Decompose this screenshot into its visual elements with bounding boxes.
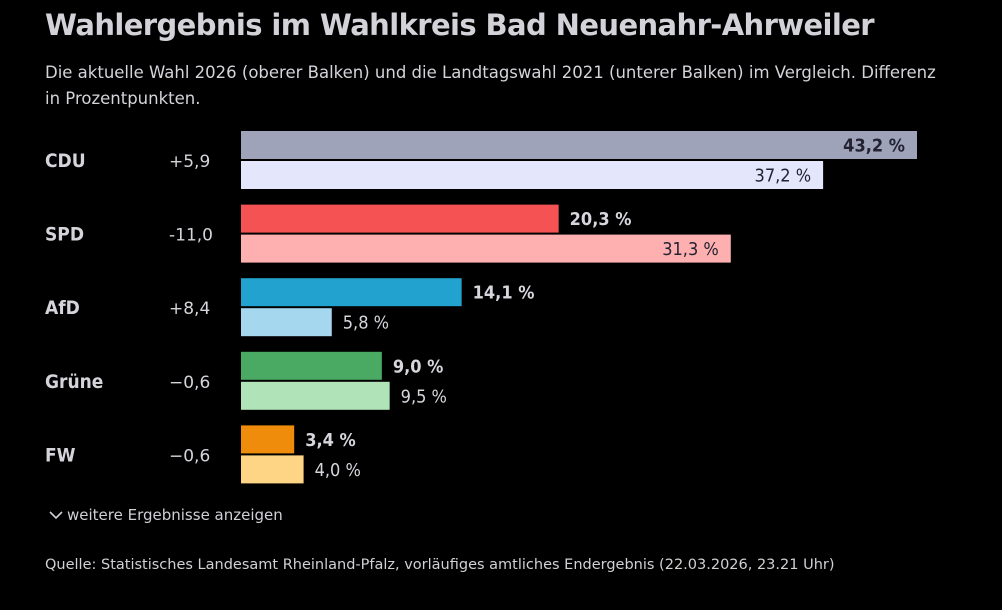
bar-grüne-previous: [241, 381, 390, 410]
value-label-fw-current: 3,4 %: [305, 430, 356, 451]
chart-title: Wahlergebnis im Wahlkreis Bad Neuenahr-A…: [45, 8, 875, 42]
value-label-grüne-previous: 9,5 %: [401, 386, 447, 407]
value-label-spd-current: 20,3 %: [570, 209, 632, 230]
party-label-cdu: CDU: [45, 150, 86, 172]
chart-subtitle: Die aktuelle Wahl 2026 (oberer Balken) u…: [45, 63, 936, 108]
difference-label-spd: -11,0: [169, 226, 213, 246]
value-label-fw-previous: 4,0 %: [315, 460, 361, 481]
more-results-label: weitere Ergebnisse anzeigen: [67, 506, 283, 524]
bar-spd-previous: [241, 234, 731, 263]
bar-afd-previous: [241, 308, 332, 337]
bar-afd-current: [241, 278, 462, 307]
difference-label-cdu: +5,9: [169, 152, 210, 172]
bar-cdu-previous: [241, 161, 824, 189]
difference-label-afd: +8,4: [169, 299, 210, 319]
value-label-spd-previous: 31,3 %: [662, 239, 719, 260]
value-label-afd-previous: 5,8 %: [343, 313, 389, 334]
party-label-spd: SPD: [45, 224, 84, 246]
bar-spd-current: [241, 204, 559, 233]
value-label-grüne-current: 9,0 %: [393, 356, 444, 377]
bar-chart: CDU +5,9 43,2 % 37,2 % SPD -11,0 20,3 % 31,3 % A…: [45, 131, 917, 484]
bar-grüne-current: [241, 351, 382, 380]
value-label-cdu-previous: 37,2 %: [755, 166, 812, 187]
chevron-down-icon: [49, 511, 63, 520]
bar-cdu-current: [241, 131, 917, 159]
party-label-afd: AfD: [45, 297, 80, 319]
value-label-cdu-current: 43,2 %: [843, 136, 905, 157]
more-results-link[interactable]: weitere Ergebnisse anzeigen: [49, 506, 283, 524]
difference-label-fw: −0,6: [169, 446, 210, 466]
difference-label-grüne: −0,6: [169, 373, 210, 393]
party-label-fw: FW: [45, 444, 76, 466]
bar-fw-previous: [241, 455, 304, 484]
party-label-grüne: Grüne: [45, 371, 103, 393]
value-label-afd-current: 14,1 %: [473, 283, 535, 304]
source-note: Quelle: Statistisches Landesamt Rheinlan…: [45, 557, 835, 573]
bar-fw-current: [241, 425, 295, 454]
